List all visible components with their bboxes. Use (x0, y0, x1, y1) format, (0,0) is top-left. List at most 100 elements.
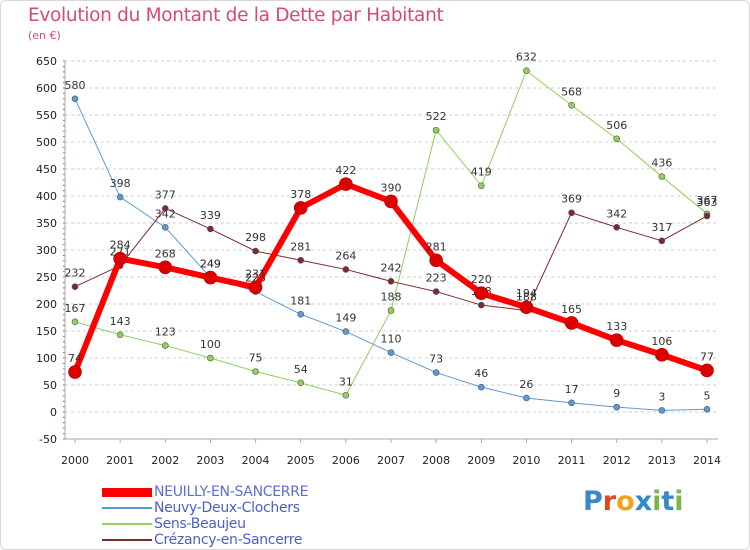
data-label: 367 (697, 194, 718, 207)
data-label: 165 (561, 303, 582, 316)
data-point (252, 247, 259, 255)
data-point (203, 270, 218, 285)
data-point (116, 331, 124, 339)
x-tick-label: 2006 (332, 454, 360, 467)
x-tick-label: 2000 (61, 454, 89, 467)
data-point (297, 256, 305, 264)
data-point (207, 354, 214, 362)
data-point (658, 407, 666, 414)
data-label: 378 (290, 188, 311, 201)
x-tick-label: 2001 (106, 454, 134, 467)
data-point (339, 177, 353, 191)
unit-label: (en €) (28, 29, 61, 42)
data-label: 363 (697, 196, 718, 209)
y-tick-label: 550 (36, 109, 57, 122)
data-point (658, 237, 666, 245)
data-label: 232 (65, 267, 86, 280)
y-tick-label: 500 (36, 136, 57, 149)
legend-swatch (102, 539, 152, 541)
data-label: 54 (294, 363, 308, 376)
data-point (613, 135, 621, 143)
legend-label: Crézancy-en-Sancerre (154, 532, 303, 548)
x-tick-label: 2002 (151, 454, 179, 467)
data-point (297, 379, 305, 387)
y-tick-label: 100 (36, 352, 57, 365)
logo-letter: i (652, 486, 662, 517)
logo-letter: P (583, 486, 603, 517)
data-point (71, 283, 79, 291)
data-point (568, 399, 575, 407)
data-label: 223 (426, 272, 447, 285)
data-point (523, 67, 530, 75)
data-point (432, 288, 440, 295)
data-point (655, 347, 669, 362)
data-label: 284 (110, 239, 131, 252)
y-tick-label: 0 (50, 406, 57, 419)
data-label: 281 (290, 240, 311, 253)
data-label: 100 (200, 338, 221, 351)
data-point (519, 300, 534, 315)
y-tick-label: 200 (36, 298, 57, 311)
x-tick-label: 2010 (512, 454, 540, 467)
x-tick-label: 2009 (467, 454, 495, 467)
data-point (564, 316, 579, 330)
data-point (342, 266, 350, 273)
data-label: 220 (471, 273, 492, 286)
line-chart: -50 0 50 100 150 200 250 300 350 400 450 500 550 600 6… (36, 51, 721, 467)
data-point (609, 333, 624, 347)
data-label: 74 (68, 352, 82, 365)
data-label: 231 (245, 267, 266, 280)
data-point (297, 310, 305, 318)
logo-letter: t (661, 486, 675, 517)
data-point (523, 394, 530, 402)
y-tick-label: 650 (36, 55, 57, 68)
data-point (474, 286, 489, 301)
x-tick-label: 2012 (603, 454, 631, 467)
data-label: 281 (426, 240, 447, 253)
data-label: 3 (658, 390, 665, 403)
data-point (658, 173, 666, 180)
data-label: 298 (245, 231, 266, 244)
x-tick-label: 2004 (242, 454, 270, 467)
data-point (161, 224, 169, 231)
x-tick-label: 2007 (377, 454, 405, 467)
y-tick-label: 150 (36, 325, 57, 338)
y-tick-label: 350 (36, 217, 57, 230)
data-point (387, 307, 395, 314)
data-point (161, 342, 169, 349)
data-point (71, 318, 79, 326)
data-point (477, 301, 485, 309)
data-label: 377 (155, 188, 176, 201)
data-point (568, 209, 575, 217)
data-label: 26 (519, 378, 533, 391)
x-tick-label: 2003 (196, 454, 224, 467)
data-point (248, 280, 263, 295)
data-label: 398 (110, 177, 131, 190)
x-tick-label: 2008 (422, 454, 450, 467)
data-point (342, 328, 350, 335)
y-tick-label: 50 (43, 379, 57, 392)
data-point (703, 212, 711, 220)
data-label: 506 (606, 119, 627, 132)
data-point (477, 182, 485, 190)
data-label: 194 (516, 287, 537, 300)
data-label: 580 (65, 79, 86, 92)
data-label: 249 (200, 258, 221, 271)
data-point (613, 403, 621, 411)
data-point (568, 101, 575, 109)
data-label: 181 (290, 294, 311, 307)
data-point (477, 383, 485, 391)
data-point (116, 193, 124, 201)
x-tick-label: 2005 (287, 454, 315, 467)
data-label: 568 (561, 85, 582, 98)
chart-title: Evolution du Montant de la Dette par Hab… (28, 5, 444, 26)
data-label: 31 (339, 375, 353, 388)
y-tick-label: 250 (36, 271, 57, 284)
data-label: 342 (606, 207, 627, 220)
proxiti-logo: Proxiti (583, 486, 684, 517)
data-label: 242 (381, 261, 402, 274)
legend-swatch (102, 523, 152, 525)
data-label: 369 (561, 193, 582, 206)
data-label: 110 (381, 333, 402, 346)
data-point (432, 369, 440, 376)
